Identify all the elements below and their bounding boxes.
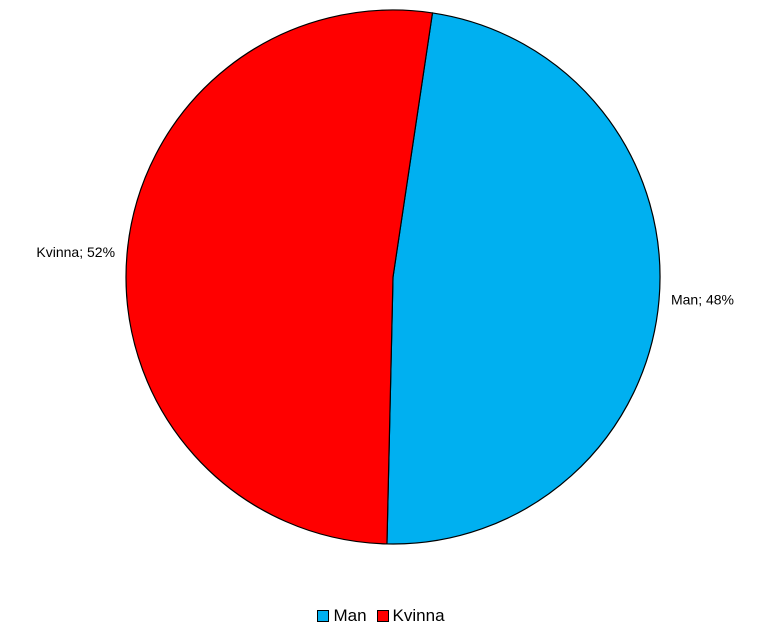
legend-item-man: Man [317, 606, 367, 626]
legend-label-man: Man [333, 606, 367, 625]
pie-slice-man [386, 12, 661, 545]
data-label-man: Man; 48% [671, 292, 734, 308]
data-label-kvinna: Kvinna; 52% [36, 244, 115, 260]
legend-label-kvinna: Kvinna [392, 606, 445, 625]
legend: Man Kvinna [0, 606, 762, 626]
legend-swatch-man [317, 610, 330, 622]
pie-slice-kvinna [125, 9, 434, 545]
legend-item-kvinna: Kvinna [376, 606, 445, 626]
legend-swatch-kvinna [376, 610, 389, 622]
